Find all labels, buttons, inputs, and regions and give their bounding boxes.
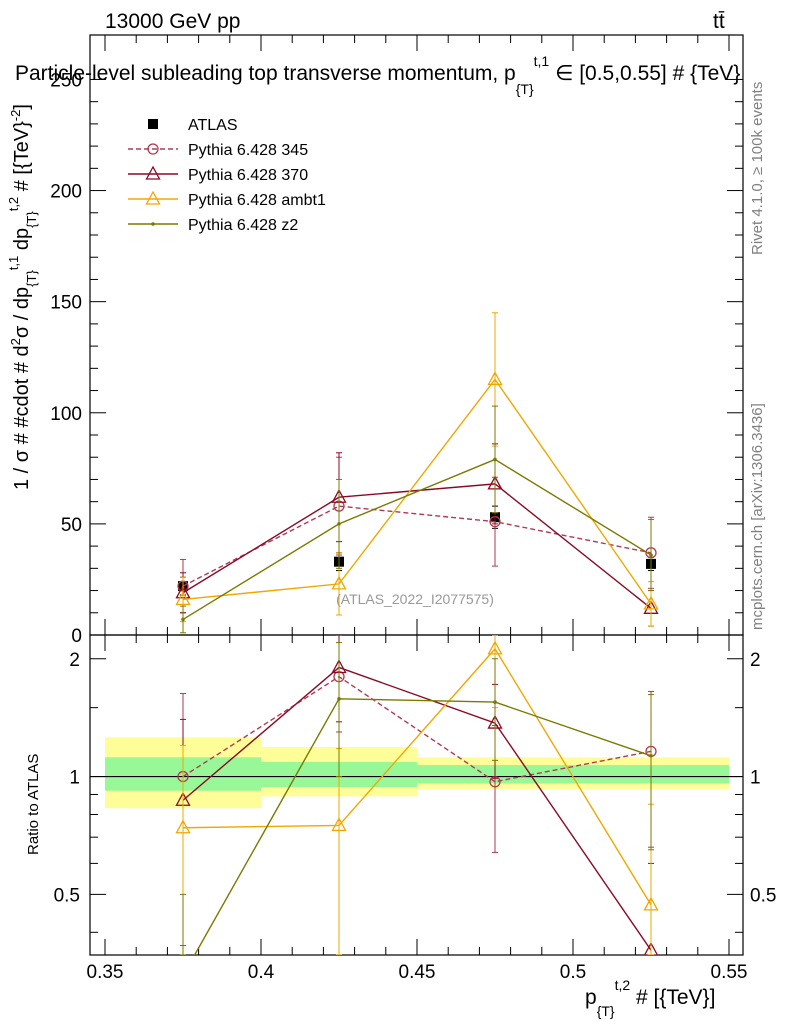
analysis-watermark: (ATLAS_2022_I2077575) — [336, 591, 494, 607]
series-atlas — [178, 505, 656, 596]
data-point — [337, 522, 341, 526]
x-tick-label: 0.5 — [560, 962, 586, 983]
ratio-series-line — [182, 675, 652, 783]
ratio-point — [487, 640, 503, 655]
ratio-x-ticks: 0.35 0.4 0.45 0.5 0.55 — [87, 35, 748, 983]
series-line — [182, 458, 652, 621]
ratio-y-tick-label-right: 2 — [750, 650, 761, 671]
data-point — [493, 457, 497, 462]
data-point — [649, 553, 653, 557]
ratio-point — [649, 753, 653, 758]
main-y-tick-label: 100 — [50, 404, 82, 425]
inner-band — [417, 765, 729, 784]
data-point — [643, 595, 659, 610]
ratio-series-line — [193, 698, 652, 955]
series-line — [182, 378, 652, 605]
ratio-uncertainty-bands — [90, 737, 743, 809]
ratio-y-ticks: 0.5 0.5 1 1 2 2 — [54, 650, 776, 933]
ratio-clipped — [175, 635, 659, 955]
ratio-series — [175, 635, 659, 955]
legend-entry: ATLAS — [148, 117, 238, 134]
main-title: Particle-level subleading top transverse… — [15, 53, 740, 97]
legend: ATLAS Pythia 6.428 345 Pythia 6.428 370 Pyt… — [128, 117, 326, 234]
ratio-y-tick-label: 1 — [69, 768, 80, 789]
data-point — [181, 617, 185, 622]
x-tick-label: 0.45 — [399, 962, 436, 983]
ratio-point — [175, 819, 191, 834]
main-y-label: 1 / σ # #cdot # d2σ / dp{T}t,1 dp{T}t,2 … — [6, 104, 39, 490]
main-series — [175, 312, 659, 634]
ratio-panel: 0.5 0.5 1 1 2 2 0.35 0.4 0.45 0.5 0.55 Ratio to A… — [25, 35, 776, 1019]
legend-entry: Pythia 6.428 z2 — [128, 217, 298, 234]
x-tick-label: 0.55 — [711, 962, 748, 983]
main-y-ticks: 0 50 100 150 200 250 — [50, 70, 743, 647]
data-point — [331, 575, 347, 590]
x-tick-label: 0.35 — [87, 962, 124, 983]
legend-label: Pythia 6.428 ambt1 — [188, 192, 326, 209]
ratio-series-line — [182, 647, 652, 906]
data-point — [487, 371, 503, 386]
legend-entry: Pythia 6.428 370 — [128, 165, 308, 184]
mcplots-credit-text: mcplots.cern.ch [arXiv:1306.3436] — [749, 403, 766, 630]
legend-label: Pythia 6.428 345 — [188, 142, 308, 159]
ratio-y-tick-label: 0.5 — [54, 885, 80, 906]
data-point — [175, 591, 191, 606]
ratio-point — [493, 700, 497, 704]
legend-label: Pythia 6.428 z2 — [188, 217, 298, 234]
legend-label: ATLAS — [188, 117, 238, 134]
main-y-tick-label: 50 — [61, 515, 82, 536]
series-line — [182, 505, 652, 587]
legend-marker — [145, 190, 161, 205]
main-y-tick-label: 150 — [50, 293, 82, 314]
ratio-series-pythia-6-428-z2 — [180, 642, 654, 955]
rivet-version-text: Rivet 4.1.0, ≥ 100k events — [749, 82, 766, 255]
series-pythia-6-428-z2 — [180, 405, 654, 634]
main-y-tick-label: 200 — [50, 182, 82, 203]
ratio-point — [337, 697, 341, 701]
legend-marker — [145, 165, 161, 180]
series-line — [182, 483, 652, 609]
legend-entry: Pythia 6.428 345 — [128, 142, 308, 159]
ratio-series-line — [182, 666, 652, 951]
ratio-point — [643, 896, 659, 911]
ratio-y-tick-label: 2 — [69, 650, 80, 671]
x-axis-label: p{T}t,2 # [{TeV}] — [585, 977, 715, 1019]
ratio-y-label: Ratio to ATLAS — [25, 754, 42, 855]
ratio-y-tick-label-right: 1 — [750, 768, 761, 789]
process-label: tt̄ — [713, 10, 725, 33]
energy-label: 13000 GeV pp — [105, 10, 240, 33]
ratio-point — [331, 817, 347, 832]
legend-entry: Pythia 6.428 ambt1 — [128, 190, 326, 209]
ratio-point — [643, 941, 659, 955]
legend-marker — [151, 222, 155, 226]
legend-marker — [147, 143, 159, 155]
main-panel: 0 50 100 150 200 250 (ATLAS_2022_I2077575) AT… — [6, 34, 744, 647]
main-y-tick-label: 250 — [50, 70, 82, 91]
main-y-tick-label: 0 — [71, 626, 82, 647]
legend-label: Pythia 6.428 370 — [188, 167, 308, 184]
ratio-y-tick-label-right: 0.5 — [750, 885, 776, 906]
x-tick-label: 0.4 — [248, 962, 275, 983]
main-x-ticks — [104, 35, 730, 635]
legend-marker — [148, 119, 158, 129]
